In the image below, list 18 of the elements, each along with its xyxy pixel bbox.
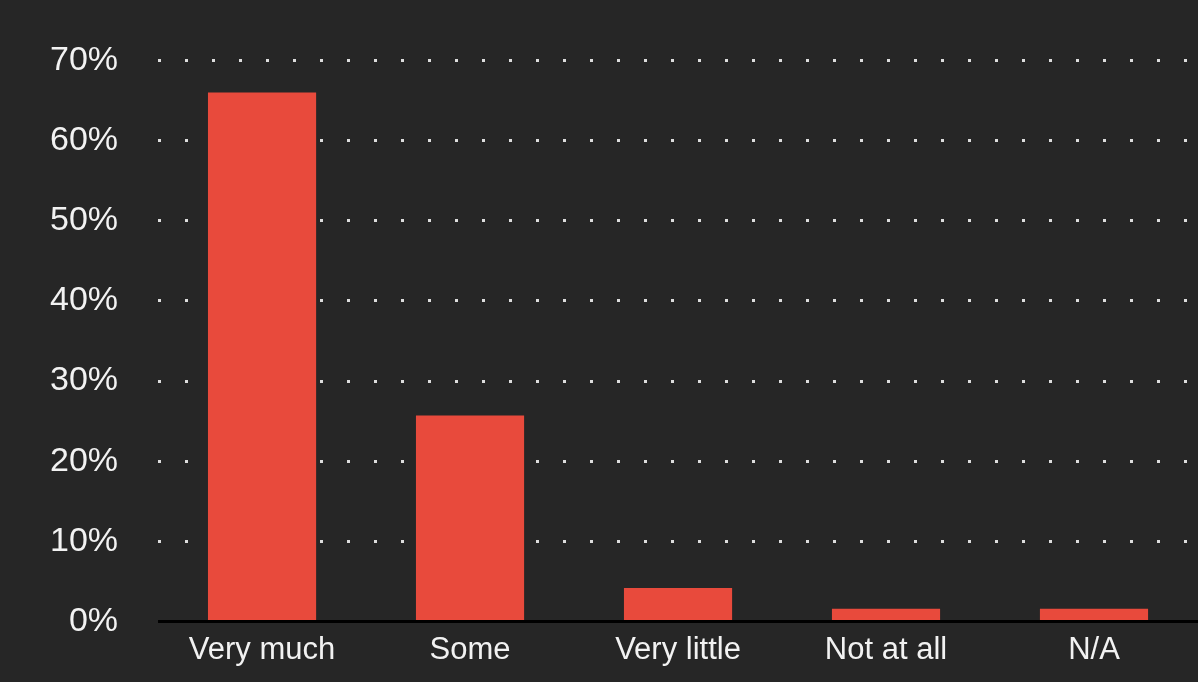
y-tick-label: 30%	[49, 359, 119, 398]
bar	[207, 92, 317, 621]
bar	[1039, 608, 1149, 621]
y-tick-label: 10%	[49, 519, 119, 558]
x-tick-label: Very little	[615, 630, 741, 666]
y-tick-label: 40%	[49, 279, 119, 318]
x-tick-label: Very much	[188, 630, 336, 666]
y-tick-label: 70%	[49, 38, 119, 77]
x-tick-label: Not at all	[824, 630, 948, 666]
bar	[415, 415, 525, 621]
y-tick-label: 0%	[68, 599, 119, 638]
bar	[623, 587, 733, 621]
x-tick-label: Some	[429, 630, 511, 666]
y-tick-label: 50%	[49, 199, 119, 238]
bar	[831, 608, 941, 621]
x-tick-label: N/A	[1068, 630, 1121, 666]
y-tick-label: 20%	[49, 439, 119, 478]
y-tick-label: 60%	[49, 118, 119, 157]
